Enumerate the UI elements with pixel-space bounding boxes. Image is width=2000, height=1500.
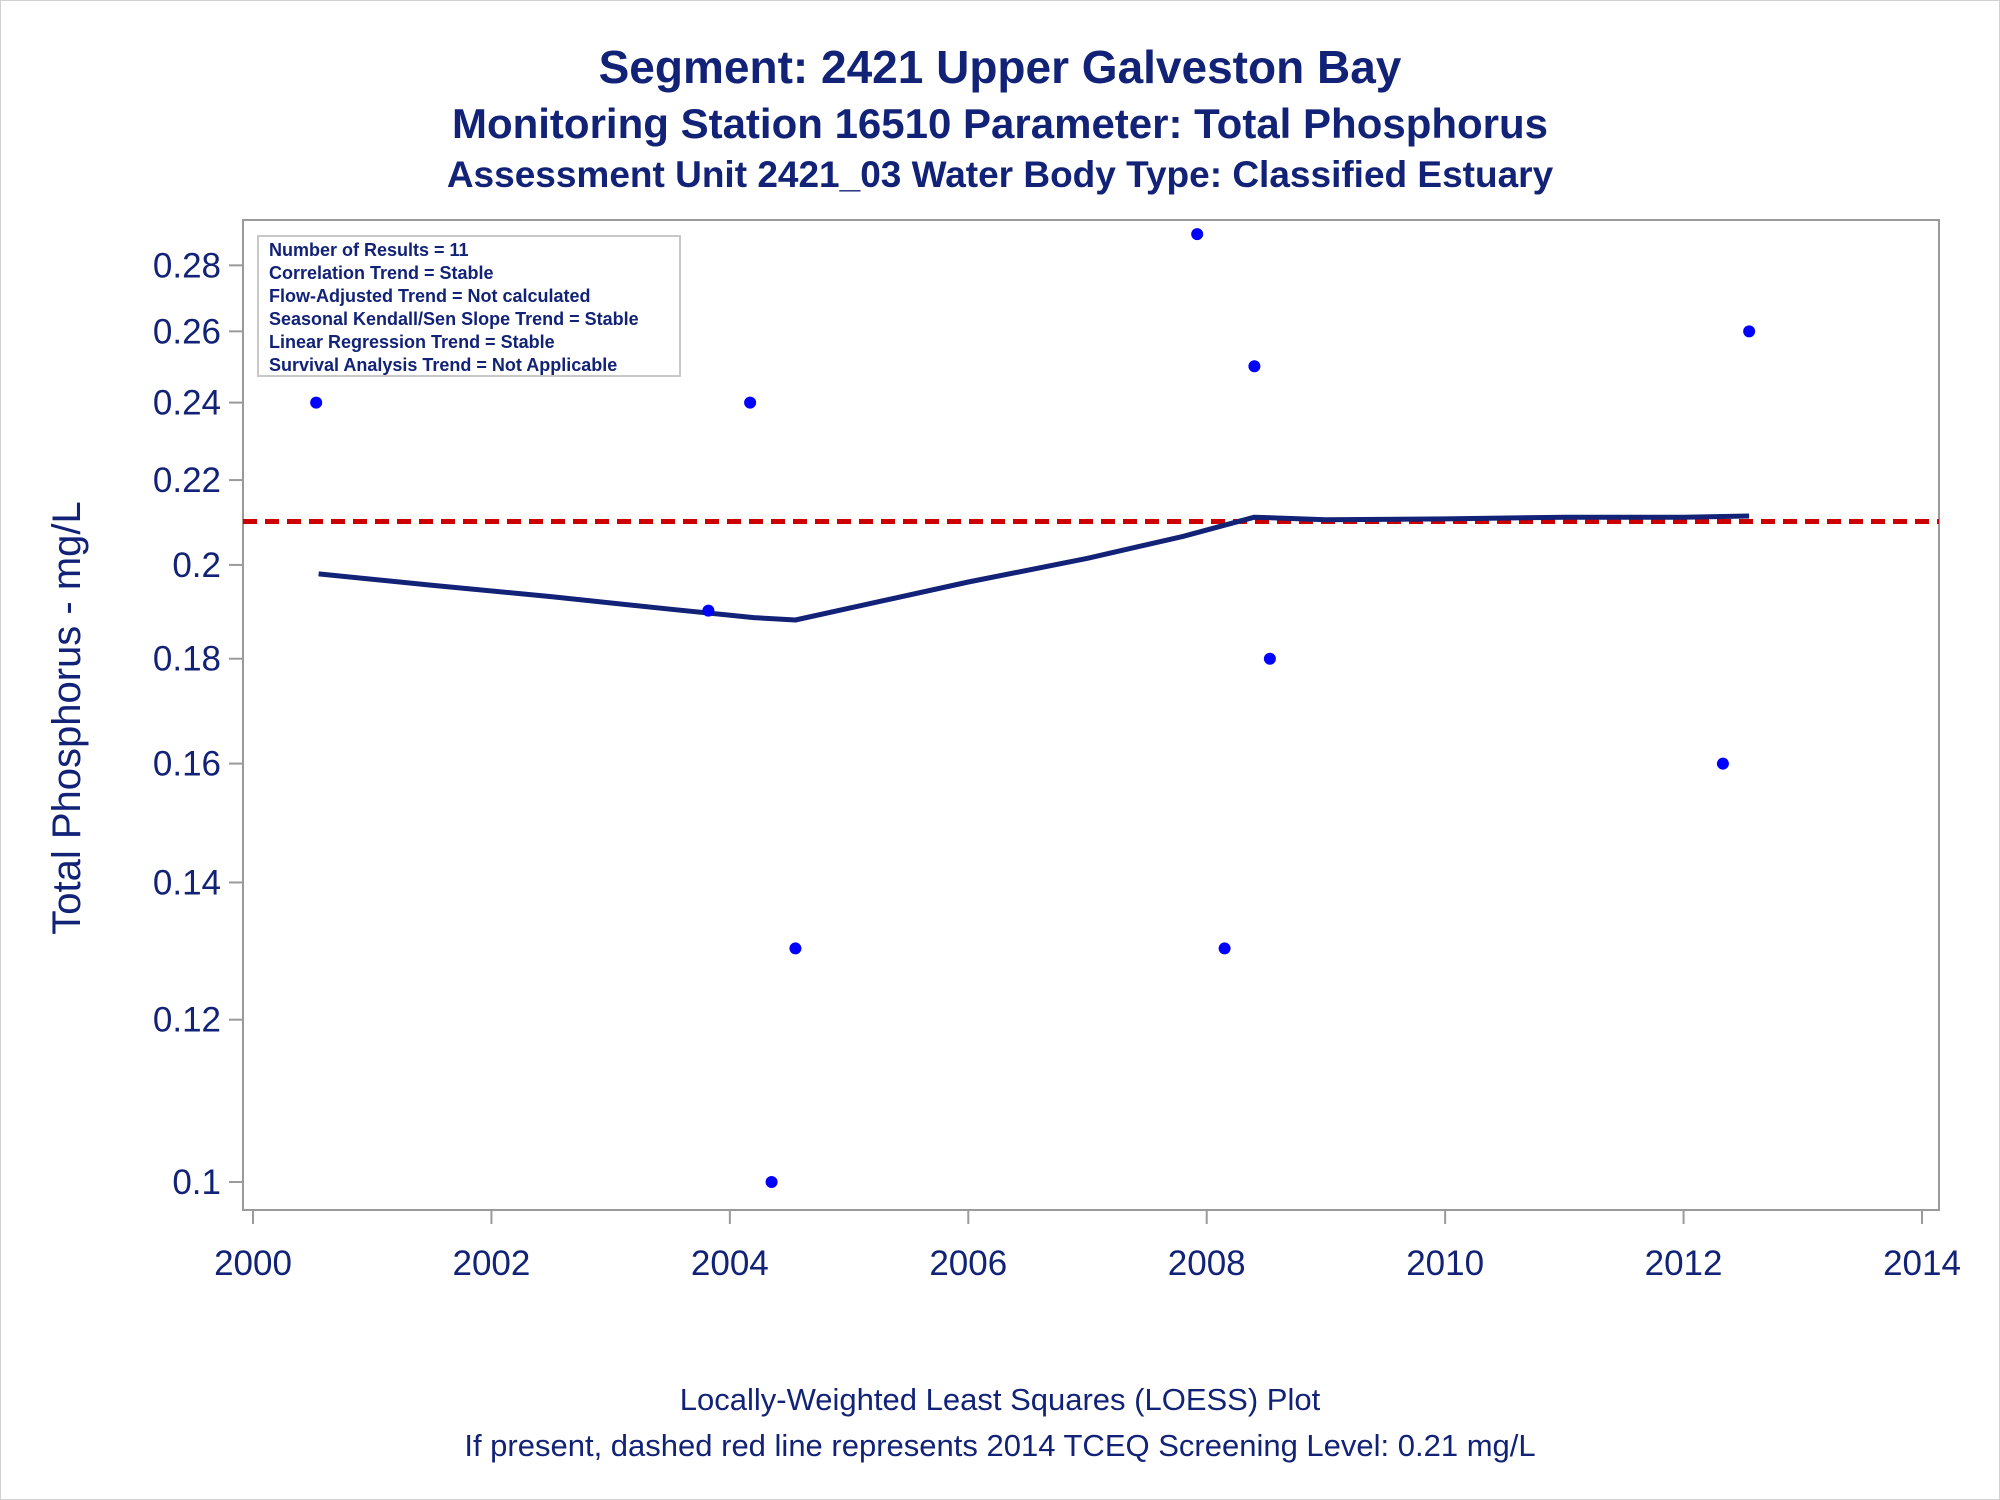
chart-title: Segment: 2421 Upper Galveston Bay <box>598 41 1402 93</box>
y-tick-label: 0.24 <box>153 384 221 423</box>
x-tick-label: 2010 <box>1406 1244 1484 1283</box>
x-tick-label: 2006 <box>929 1244 1007 1283</box>
data-point <box>789 942 802 955</box>
y-axis-label: Total Phosphorus - mg/L <box>45 501 89 935</box>
y-tick-label: 0.26 <box>153 312 221 351</box>
footnote-loess: Locally-Weighted Least Squares (LOESS) P… <box>679 1382 1321 1417</box>
stats-line: Linear Regression Trend = Stable <box>269 332 555 352</box>
data-point <box>765 1176 778 1189</box>
tick-group: 0.1 0.12 0.14 0.16 0.18 0.2 0.22 0.24 0.26 0.28 20… <box>153 246 1961 1283</box>
x-tick-label: 2008 <box>1168 1244 1246 1283</box>
y-tick-label: 0.16 <box>153 745 221 784</box>
plot-area <box>242 219 1940 1211</box>
stats-line: Flow-Adjusted Trend = Not calculated <box>269 286 591 306</box>
x-tick-label: 2000 <box>214 1244 292 1283</box>
x-tick-label: 2014 <box>1883 1244 1961 1283</box>
data-point <box>1191 228 1204 241</box>
points-group <box>310 228 1756 1189</box>
data-point <box>310 396 323 409</box>
data-point <box>1248 360 1261 373</box>
x-tick-label: 2002 <box>452 1244 530 1283</box>
y-tick-label: 0.14 <box>153 863 221 902</box>
y-tick-label: 0.2 <box>172 546 221 585</box>
y-tick-label: 0.22 <box>153 461 221 500</box>
data-point <box>1218 942 1231 955</box>
data-point <box>1263 652 1276 665</box>
data-point <box>1743 325 1756 338</box>
stats-line: Seasonal Kendall/Sen Slope Trend = Stabl… <box>269 309 639 329</box>
x-tick-label: 2004 <box>691 1244 769 1283</box>
y-tick-label: 0.12 <box>153 1001 221 1040</box>
y-tick-label: 0.18 <box>153 640 221 679</box>
data-point <box>744 396 757 409</box>
loess-line-group <box>318 513 1750 623</box>
loess-line <box>318 513 1750 623</box>
footnote-screening: If present, dashed red line represents 2… <box>464 1428 1536 1463</box>
x-tick-label: 2012 <box>1645 1244 1723 1283</box>
stats-line: Number of Results = 11 <box>269 240 469 260</box>
y-tick-label: 0.1 <box>172 1163 221 1202</box>
data-point <box>1716 757 1729 770</box>
stats-line: Correlation Trend = Stable <box>269 263 494 283</box>
stats-line: Survival Analysis Trend = Not Applicable <box>269 355 617 375</box>
stats-box: Number of Results = 11 Correlation Trend … <box>257 235 681 377</box>
stats-box-frame <box>257 235 681 377</box>
data-point <box>702 604 715 617</box>
y-tick-label: 0.28 <box>153 246 221 285</box>
chart-subtitle-2: Assessment Unit 2421_03 Water Body Type:… <box>446 154 1554 195</box>
chart-subtitle: Monitoring Station 16510 Parameter: Tota… <box>451 100 1549 147</box>
